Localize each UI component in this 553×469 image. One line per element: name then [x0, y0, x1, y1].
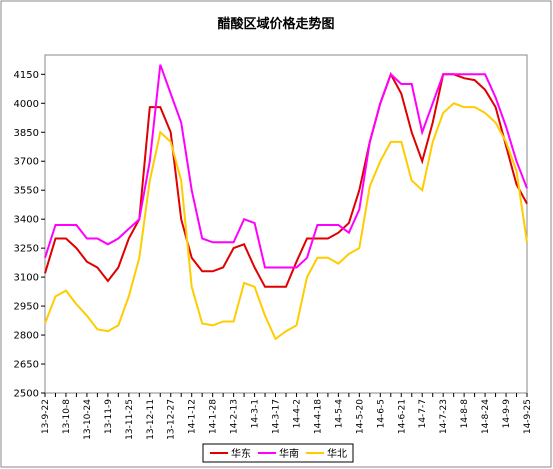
y-tick-label: 3400 — [14, 215, 39, 226]
x-tick-label: 14-4-18 — [313, 399, 323, 434]
x-tick-label: 14-9-9 — [502, 399, 512, 429]
y-tick-label: 2500 — [14, 389, 39, 400]
y-tick-label: 3100 — [14, 273, 39, 284]
chart-title: 醋酸区域价格走势图 — [217, 16, 334, 32]
legend-label: 华东 — [231, 447, 251, 460]
legend-box — [202, 443, 354, 463]
series-line — [44, 102, 528, 341]
x-tick-label: 14-6-21 — [397, 399, 407, 434]
x-tick-label: 13-12-11 — [146, 399, 156, 440]
legend-label: 华南 — [279, 447, 299, 460]
x-tick-label: 14-3-17 — [272, 399, 282, 434]
y-tick-label: 4000 — [14, 99, 39, 110]
x-tick-label: 14-1-12 — [188, 399, 198, 434]
x-tick-label: 14-2-13 — [230, 399, 240, 434]
x-tick-label: 14-7-23 — [439, 399, 449, 434]
y-tick-label: 2650 — [14, 360, 39, 371]
y-tick-label: 2950 — [14, 302, 39, 313]
legend-label: 华北 — [327, 447, 347, 460]
y-tick-label: 3250 — [14, 244, 39, 255]
x-tick-label: 14-8-8 — [460, 399, 470, 429]
x-tick-label: 14-9-25 — [523, 399, 533, 434]
x-tick-label: 13-10-24 — [83, 399, 93, 440]
x-tick-label: 14-5-4 — [334, 399, 344, 429]
x-tick-label: 13-10-8 — [62, 399, 72, 434]
y-tick-label: 3700 — [14, 157, 39, 168]
x-tick-label: 14-5-20 — [355, 399, 365, 434]
x-tick-label: 13-12-27 — [167, 399, 177, 440]
x-tick-label: 13-11-9 — [104, 399, 114, 434]
series-line — [44, 64, 528, 269]
x-tick-label: 13-9-22 — [41, 399, 51, 434]
legend: 华东 华南 华北 — [202, 443, 354, 463]
x-tick-label: 14-4-2 — [292, 399, 302, 428]
x-tick-label: 14-3-1 — [251, 399, 261, 428]
x-tick-label: 14-6-5 — [376, 399, 386, 428]
x-tick-label: 13-11-25 — [125, 399, 135, 440]
x-tick-label: 14-8-24 — [481, 399, 491, 434]
y-tick-label: 3550 — [14, 186, 39, 197]
x-tick-label: 14-1-28 — [209, 399, 219, 434]
y-tick-label: 4150 — [14, 70, 39, 81]
y-tick-label: 3850 — [14, 128, 39, 139]
y-tick-label: 2800 — [14, 331, 39, 342]
x-tick-label: 14-7-7 — [418, 399, 428, 428]
